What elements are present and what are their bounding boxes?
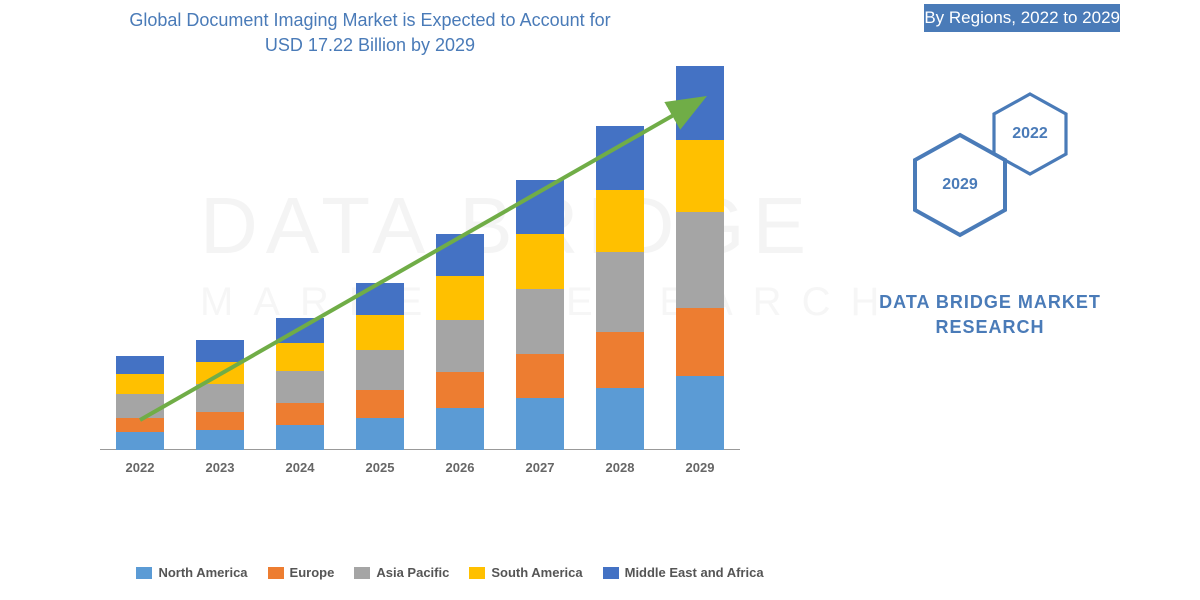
- hex-badges: 2029 2022: [880, 80, 1100, 260]
- legend-swatch: [469, 567, 485, 579]
- x-axis-label: 2024: [286, 460, 315, 475]
- stacked-bar: [116, 356, 164, 450]
- x-axis-label: 2028: [606, 460, 635, 475]
- bar-segment: [196, 340, 244, 362]
- bar-segment: [116, 394, 164, 418]
- bars-container: 20222023202420252026202720282029: [100, 80, 740, 450]
- hex-label: 2029: [942, 176, 978, 194]
- stacked-bar: [676, 66, 724, 450]
- bar-segment: [116, 432, 164, 450]
- bar-segment: [276, 425, 324, 450]
- bar-group: 2023: [196, 340, 244, 450]
- legend-item: Middle East and Africa: [603, 565, 764, 580]
- bar-segment: [116, 356, 164, 374]
- bar-group: 2025: [356, 283, 404, 450]
- stacked-bar: [196, 340, 244, 450]
- bar-segment: [516, 234, 564, 289]
- x-axis-label: 2023: [206, 460, 235, 475]
- legend-swatch: [603, 567, 619, 579]
- bar-segment: [516, 289, 564, 354]
- x-axis-label: 2026: [446, 460, 475, 475]
- bar-segment: [356, 390, 404, 418]
- x-axis-label: 2025: [366, 460, 395, 475]
- bar-segment: [676, 212, 724, 308]
- bar-segment: [436, 276, 484, 320]
- legend-label: Asia Pacific: [376, 565, 449, 580]
- legend-item: Asia Pacific: [354, 565, 449, 580]
- bar-segment: [116, 374, 164, 394]
- legend: North America Europe Asia Pacific South Ame…: [100, 565, 800, 580]
- stacked-bar: [276, 318, 324, 450]
- bar-segment: [356, 418, 404, 450]
- legend-item: Europe: [268, 565, 335, 580]
- chart-title: Global Document Imaging Market is Expect…: [120, 8, 620, 58]
- legend-label: Middle East and Africa: [625, 565, 764, 580]
- bar-group: 2024: [276, 318, 324, 450]
- bar-segment: [356, 283, 404, 315]
- bar-segment: [356, 350, 404, 390]
- bar-segment: [196, 362, 244, 384]
- bar-segment: [196, 430, 244, 450]
- chart-area: 2022 2023 2024 2025 2026 2027 2028 2029: [100, 80, 740, 480]
- bar-segment: [676, 66, 724, 140]
- stacked-bar: [356, 283, 404, 450]
- legend-item: North America: [136, 565, 247, 580]
- bar-segment: [516, 354, 564, 398]
- header-right-label: By Regions, 2022 to 2029: [924, 4, 1120, 32]
- bar-segment: [596, 252, 644, 332]
- bar-segment: [196, 412, 244, 430]
- bar-segment: [516, 180, 564, 234]
- x-axis-label: 2029: [686, 460, 715, 475]
- bar-segment: [436, 320, 484, 372]
- bar-segment: [276, 318, 324, 343]
- bar-segment: [116, 418, 164, 432]
- bar-group: 2022: [116, 356, 164, 450]
- bar-segment: [436, 234, 484, 276]
- bar-group: 2028: [596, 126, 644, 450]
- bar-segment: [276, 343, 324, 371]
- bar-segment: [516, 398, 564, 450]
- bar-group: 2026: [436, 234, 484, 450]
- legend-swatch: [268, 567, 284, 579]
- stacked-bar: [436, 234, 484, 450]
- bar-segment: [276, 371, 324, 403]
- bar-segment: [596, 388, 644, 450]
- bar-segment: [596, 126, 644, 190]
- bar-segment: [436, 372, 484, 408]
- bar-segment: [596, 332, 644, 388]
- bar-segment: [196, 384, 244, 412]
- x-axis-label: 2022: [126, 460, 155, 475]
- stacked-bar: [596, 126, 644, 450]
- bar-segment: [356, 315, 404, 350]
- bar-segment: [676, 140, 724, 212]
- bar-segment: [596, 190, 644, 252]
- x-axis-label: 2027: [526, 460, 555, 475]
- brand-text: DATA BRIDGE MARKET RESEARCH: [860, 290, 1120, 340]
- bar-segment: [676, 376, 724, 450]
- bar-segment: [436, 408, 484, 450]
- legend-label: South America: [491, 565, 582, 580]
- stacked-bar: [516, 180, 564, 450]
- hex-badge: 2022: [990, 90, 1070, 178]
- bar-group: 2029: [676, 66, 724, 450]
- legend-label: North America: [158, 565, 247, 580]
- hex-label: 2022: [1012, 125, 1048, 143]
- bar-group: 2027: [516, 180, 564, 450]
- legend-item: South America: [469, 565, 582, 580]
- bar-segment: [276, 403, 324, 425]
- legend-swatch: [354, 567, 370, 579]
- legend-swatch: [136, 567, 152, 579]
- legend-label: Europe: [290, 565, 335, 580]
- bar-segment: [676, 308, 724, 376]
